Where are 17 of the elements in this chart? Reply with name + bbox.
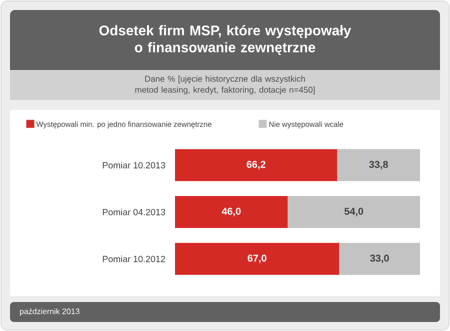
data-label: 33,8	[369, 160, 388, 170]
bar	[175, 149, 338, 182]
bar	[288, 196, 420, 228]
y-tick-label: Pomiar 10.2012	[102, 256, 166, 262]
data-label: 66,2	[246, 160, 266, 170]
bar	[175, 196, 288, 228]
bar	[339, 242, 420, 275]
data-label: 46,0	[222, 208, 241, 216]
data-label: 33,0	[370, 254, 389, 264]
chart-title: Odsetek firm MSP, które występowały o finansowanie zewnętrzne	[99, 25, 352, 55]
y-tick-label: Pomiar 10.2013	[102, 162, 166, 168]
bar	[337, 149, 420, 182]
data-label: 54,0	[344, 208, 364, 216]
y-tick-label: Pomiar 04.2013	[102, 208, 166, 216]
data-label: 67,0	[248, 254, 266, 264]
chart-subtitle: Dane % [ujęcie historyczne dla wszystkich metod leasing, kredyt, faktoring, dotacje n=450]	[135, 76, 315, 94]
bar	[175, 242, 340, 275]
